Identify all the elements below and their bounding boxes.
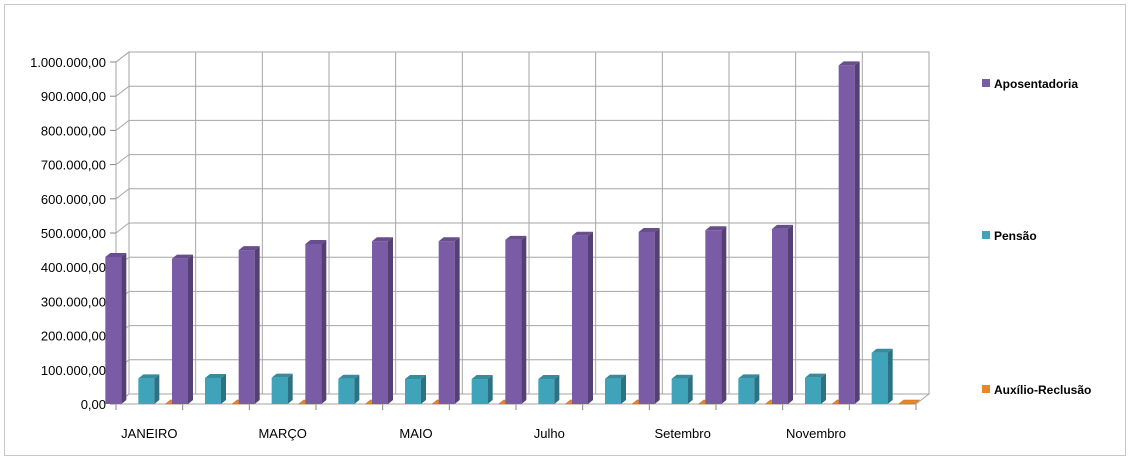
gridline-h (115, 188, 929, 200)
y-tick-label: 0,00 (81, 397, 106, 412)
bars (105, 61, 921, 405)
x-tick-label: JANEIRO (121, 426, 177, 441)
x-tick-label: MARÇO (258, 426, 306, 441)
y-tick-label: 300.000,00 (41, 294, 106, 309)
bar-aposentadoria (105, 252, 127, 404)
y-tick-label: 600.000,00 (41, 192, 106, 207)
bar-aposentadoria (305, 239, 327, 404)
x-tick-label: MAIO (399, 426, 432, 441)
y-tick-label: 500.000,00 (41, 226, 106, 241)
gridline-h (115, 51, 929, 63)
legend-label: Aposentadoria (994, 77, 1078, 91)
y-tick-label: 400.000,00 (41, 260, 106, 275)
bar-pensao (271, 373, 293, 404)
y-axis-labels: 0,00 100.000,00 200.000,00 300.000,00 400.00… (30, 55, 106, 412)
x-tick-label: Setembro (654, 426, 710, 441)
bar-auxilio-reclusao (897, 399, 921, 405)
bar-pensao (805, 373, 826, 404)
bar-aposentadoria (172, 254, 193, 404)
legend: Aposentadoria Pensão Auxílio-Reclusão (982, 77, 1091, 397)
bar-aposentadoria (838, 61, 860, 405)
legend-label: Pensão (994, 229, 1037, 243)
chart-frame (4, 4, 1126, 456)
y-tick-label: 1.000.000,00 (30, 55, 106, 70)
bar-aposentadoria (438, 237, 460, 404)
legend-item: Aposentadoria (982, 77, 1078, 91)
gridline-h (115, 85, 929, 97)
legend-swatch (982, 79, 990, 87)
legend-swatch (982, 231, 990, 239)
chart-back-wall (128, 51, 930, 395)
gridline-h (115, 154, 929, 165)
y-tick-label: 100.000,00 (41, 363, 106, 378)
x-tick-label: Novembro (786, 426, 846, 441)
legend-label: Auxílio-Reclusão (994, 383, 1091, 397)
bar-pensao (338, 374, 360, 404)
legend-item: Auxílio-Reclusão (982, 383, 1091, 397)
y-tick-label: 700.000,00 (41, 158, 106, 173)
bar-aposentadoria (638, 227, 660, 404)
x-axis-labels: JANEIRO MARÇO MAIO Julho Setembro Novembro (121, 426, 846, 441)
bar-aposentadoria (238, 246, 260, 404)
bar-pensao (405, 375, 426, 404)
bar-pensao (738, 374, 760, 404)
bar-pensao (871, 348, 893, 404)
legend-swatch (982, 385, 990, 393)
y-tick-label: 200.000,00 (41, 329, 106, 344)
legend-item: Pensão (982, 229, 1037, 243)
bar-pensao (605, 374, 626, 404)
bar-pensao (471, 375, 493, 404)
y-tick-label: 800.000,00 (41, 123, 106, 138)
bar-pensao (205, 374, 226, 404)
bar-pensao (671, 374, 693, 404)
bar-pensao (538, 375, 560, 404)
bar-aposentadoria (505, 235, 527, 404)
bar-pensao (138, 374, 160, 404)
y-tick-label: 900.000,00 (41, 89, 106, 104)
bar-aposentadoria (372, 237, 393, 404)
x-tick-label: Julho (534, 426, 565, 441)
bar-aposentadoria (572, 231, 593, 404)
gridline-h (115, 222, 929, 234)
gridline-h (115, 119, 929, 131)
bar-aposentadoria (705, 226, 727, 404)
bar-aposentadoria (772, 224, 793, 404)
